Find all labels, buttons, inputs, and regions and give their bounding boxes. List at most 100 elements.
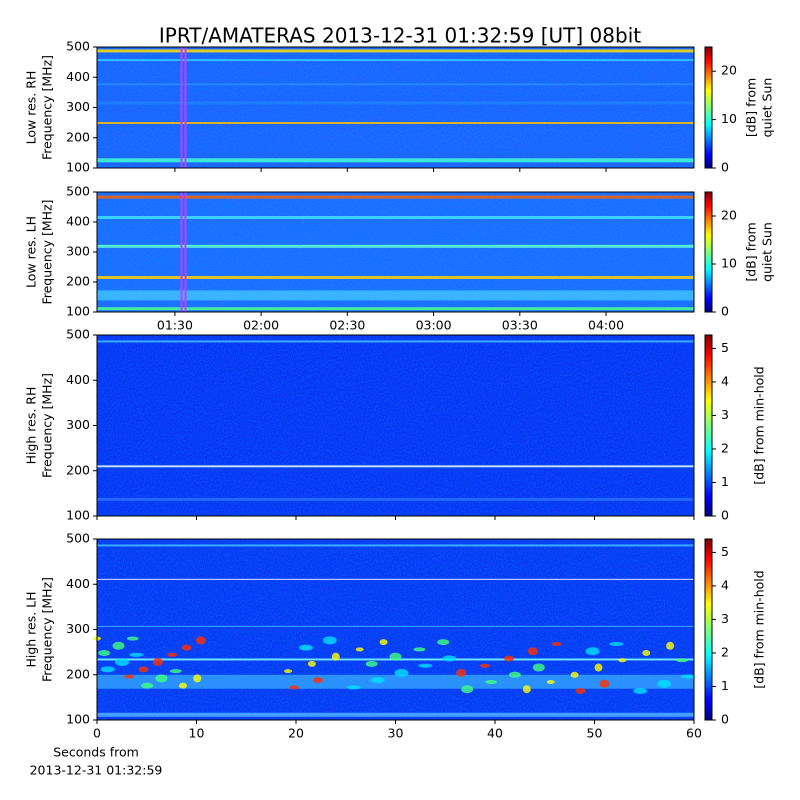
emission-blob [642, 650, 651, 657]
y-tick-label: 100 [66, 304, 90, 319]
colorbar-label: quiet Sun [760, 222, 775, 282]
time-marker [180, 47, 183, 168]
emission-blob [365, 660, 378, 667]
y-tick-label: 100 [66, 160, 90, 175]
emission-blob [155, 674, 168, 683]
y-axis-label: Frequency [MHz] [40, 373, 55, 478]
colorbar-tick-label: 0 [721, 712, 729, 727]
emission-blob [527, 647, 538, 656]
time-marker [184, 47, 187, 168]
emission-blob [331, 652, 340, 661]
spectrogram-band [97, 578, 694, 580]
emission-blob [322, 636, 337, 645]
colorbar-tick-label: 5 [721, 340, 729, 355]
colorbar-tick-label: 20 [721, 208, 737, 223]
colorbar [704, 538, 713, 721]
x-tick-label: 04:00 [588, 318, 624, 333]
emission-blob [657, 679, 672, 688]
x-axis-label: Seconds from [53, 745, 139, 760]
emission-blob [112, 641, 125, 650]
emission-blob [633, 688, 648, 695]
colorbar [704, 191, 713, 313]
colorbar-tick-label: 2 [721, 440, 729, 455]
y-tick-label: 500 [66, 531, 90, 546]
spectrogram-band [97, 674, 694, 689]
colorbar-label: [dB] from [744, 78, 759, 137]
x-tick-label: 03:00 [416, 318, 452, 333]
spectrogram-band [97, 49, 694, 53]
emission-blob [370, 677, 385, 684]
spectrogram-band [97, 340, 694, 343]
spectrogram-band [97, 465, 694, 468]
x-tick-label: 03:30 [502, 318, 538, 333]
colorbar-tick-label: 2 [721, 644, 729, 659]
emission-blob [480, 663, 491, 668]
y-axis-label: Frequency [MHz] [40, 199, 55, 304]
emission-blob [594, 663, 603, 672]
spectrogram-band [97, 122, 694, 125]
emission-blob [389, 652, 402, 661]
spectrogram-band [97, 158, 694, 163]
emission-blob [141, 682, 154, 689]
y-tick-label: 100 [66, 712, 90, 727]
y-tick-label: 300 [66, 244, 90, 259]
emission-blob [152, 658, 163, 667]
time-marker [180, 192, 183, 312]
emission-blob [666, 641, 675, 650]
y-tick-label: 300 [66, 417, 90, 432]
emission-blob [289, 685, 300, 690]
y-axis-label: High res. LH [24, 591, 39, 667]
y-tick-label: 300 [66, 99, 90, 114]
colorbar [704, 334, 713, 517]
emission-blob [195, 636, 206, 645]
emission-blob [503, 655, 514, 662]
x-tick-label: 20 [288, 726, 304, 741]
emission-blob [379, 639, 388, 646]
y-tick-label: 500 [66, 39, 90, 54]
spectrogram-band [97, 307, 694, 311]
emission-blob [532, 663, 545, 672]
colorbar-tick-label: 0 [721, 160, 729, 175]
emission-blob [437, 639, 450, 646]
colorbar-tick-label: 20 [721, 63, 737, 78]
colorbar [704, 46, 713, 169]
y-tick-label: 200 [66, 274, 90, 289]
emission-blob [676, 658, 689, 663]
emission-blob [551, 641, 562, 646]
colorbar-tick-label: 0 [721, 508, 729, 523]
emission-blob [585, 647, 600, 656]
emission-blob [508, 671, 521, 678]
y-tick-label: 200 [66, 666, 90, 681]
y-axis-label: Frequency [MHz] [40, 55, 55, 160]
colorbar-label: [dB] from min-hold [752, 570, 767, 688]
x-tick-label: 30 [388, 726, 404, 741]
spectrogram-band [97, 544, 694, 547]
emission-blob [178, 682, 187, 689]
emission-blob [546, 679, 555, 684]
emission-blob [522, 685, 531, 694]
spectrogram-band [97, 625, 694, 627]
colorbar-tick-label: 10 [721, 256, 737, 271]
emission-blob [570, 671, 579, 678]
emission-blob [442, 655, 457, 662]
y-tick-label: 400 [66, 372, 90, 387]
x-tick-label: 02:00 [243, 318, 279, 333]
spectrogram-band [97, 712, 694, 717]
y-axis-label: High res. RH [24, 387, 39, 465]
emission-blob [138, 666, 149, 673]
emission-blob [681, 674, 696, 679]
spectrogram-noise [97, 47, 694, 168]
y-tick-label: 200 [66, 129, 90, 144]
y-tick-label: 500 [66, 184, 90, 199]
spectrogram-band [97, 216, 694, 219]
emission-blob [618, 658, 627, 663]
emission-blob [418, 663, 433, 668]
colorbar-tick-label: 1 [721, 474, 729, 489]
colorbar-tick-label: 4 [721, 577, 729, 592]
emission-blob [485, 679, 498, 684]
colorbar-tick-label: 3 [721, 611, 729, 626]
spectrogram-noise [97, 539, 694, 720]
emission-blob [167, 652, 178, 657]
spectrogram-band [97, 59, 694, 62]
